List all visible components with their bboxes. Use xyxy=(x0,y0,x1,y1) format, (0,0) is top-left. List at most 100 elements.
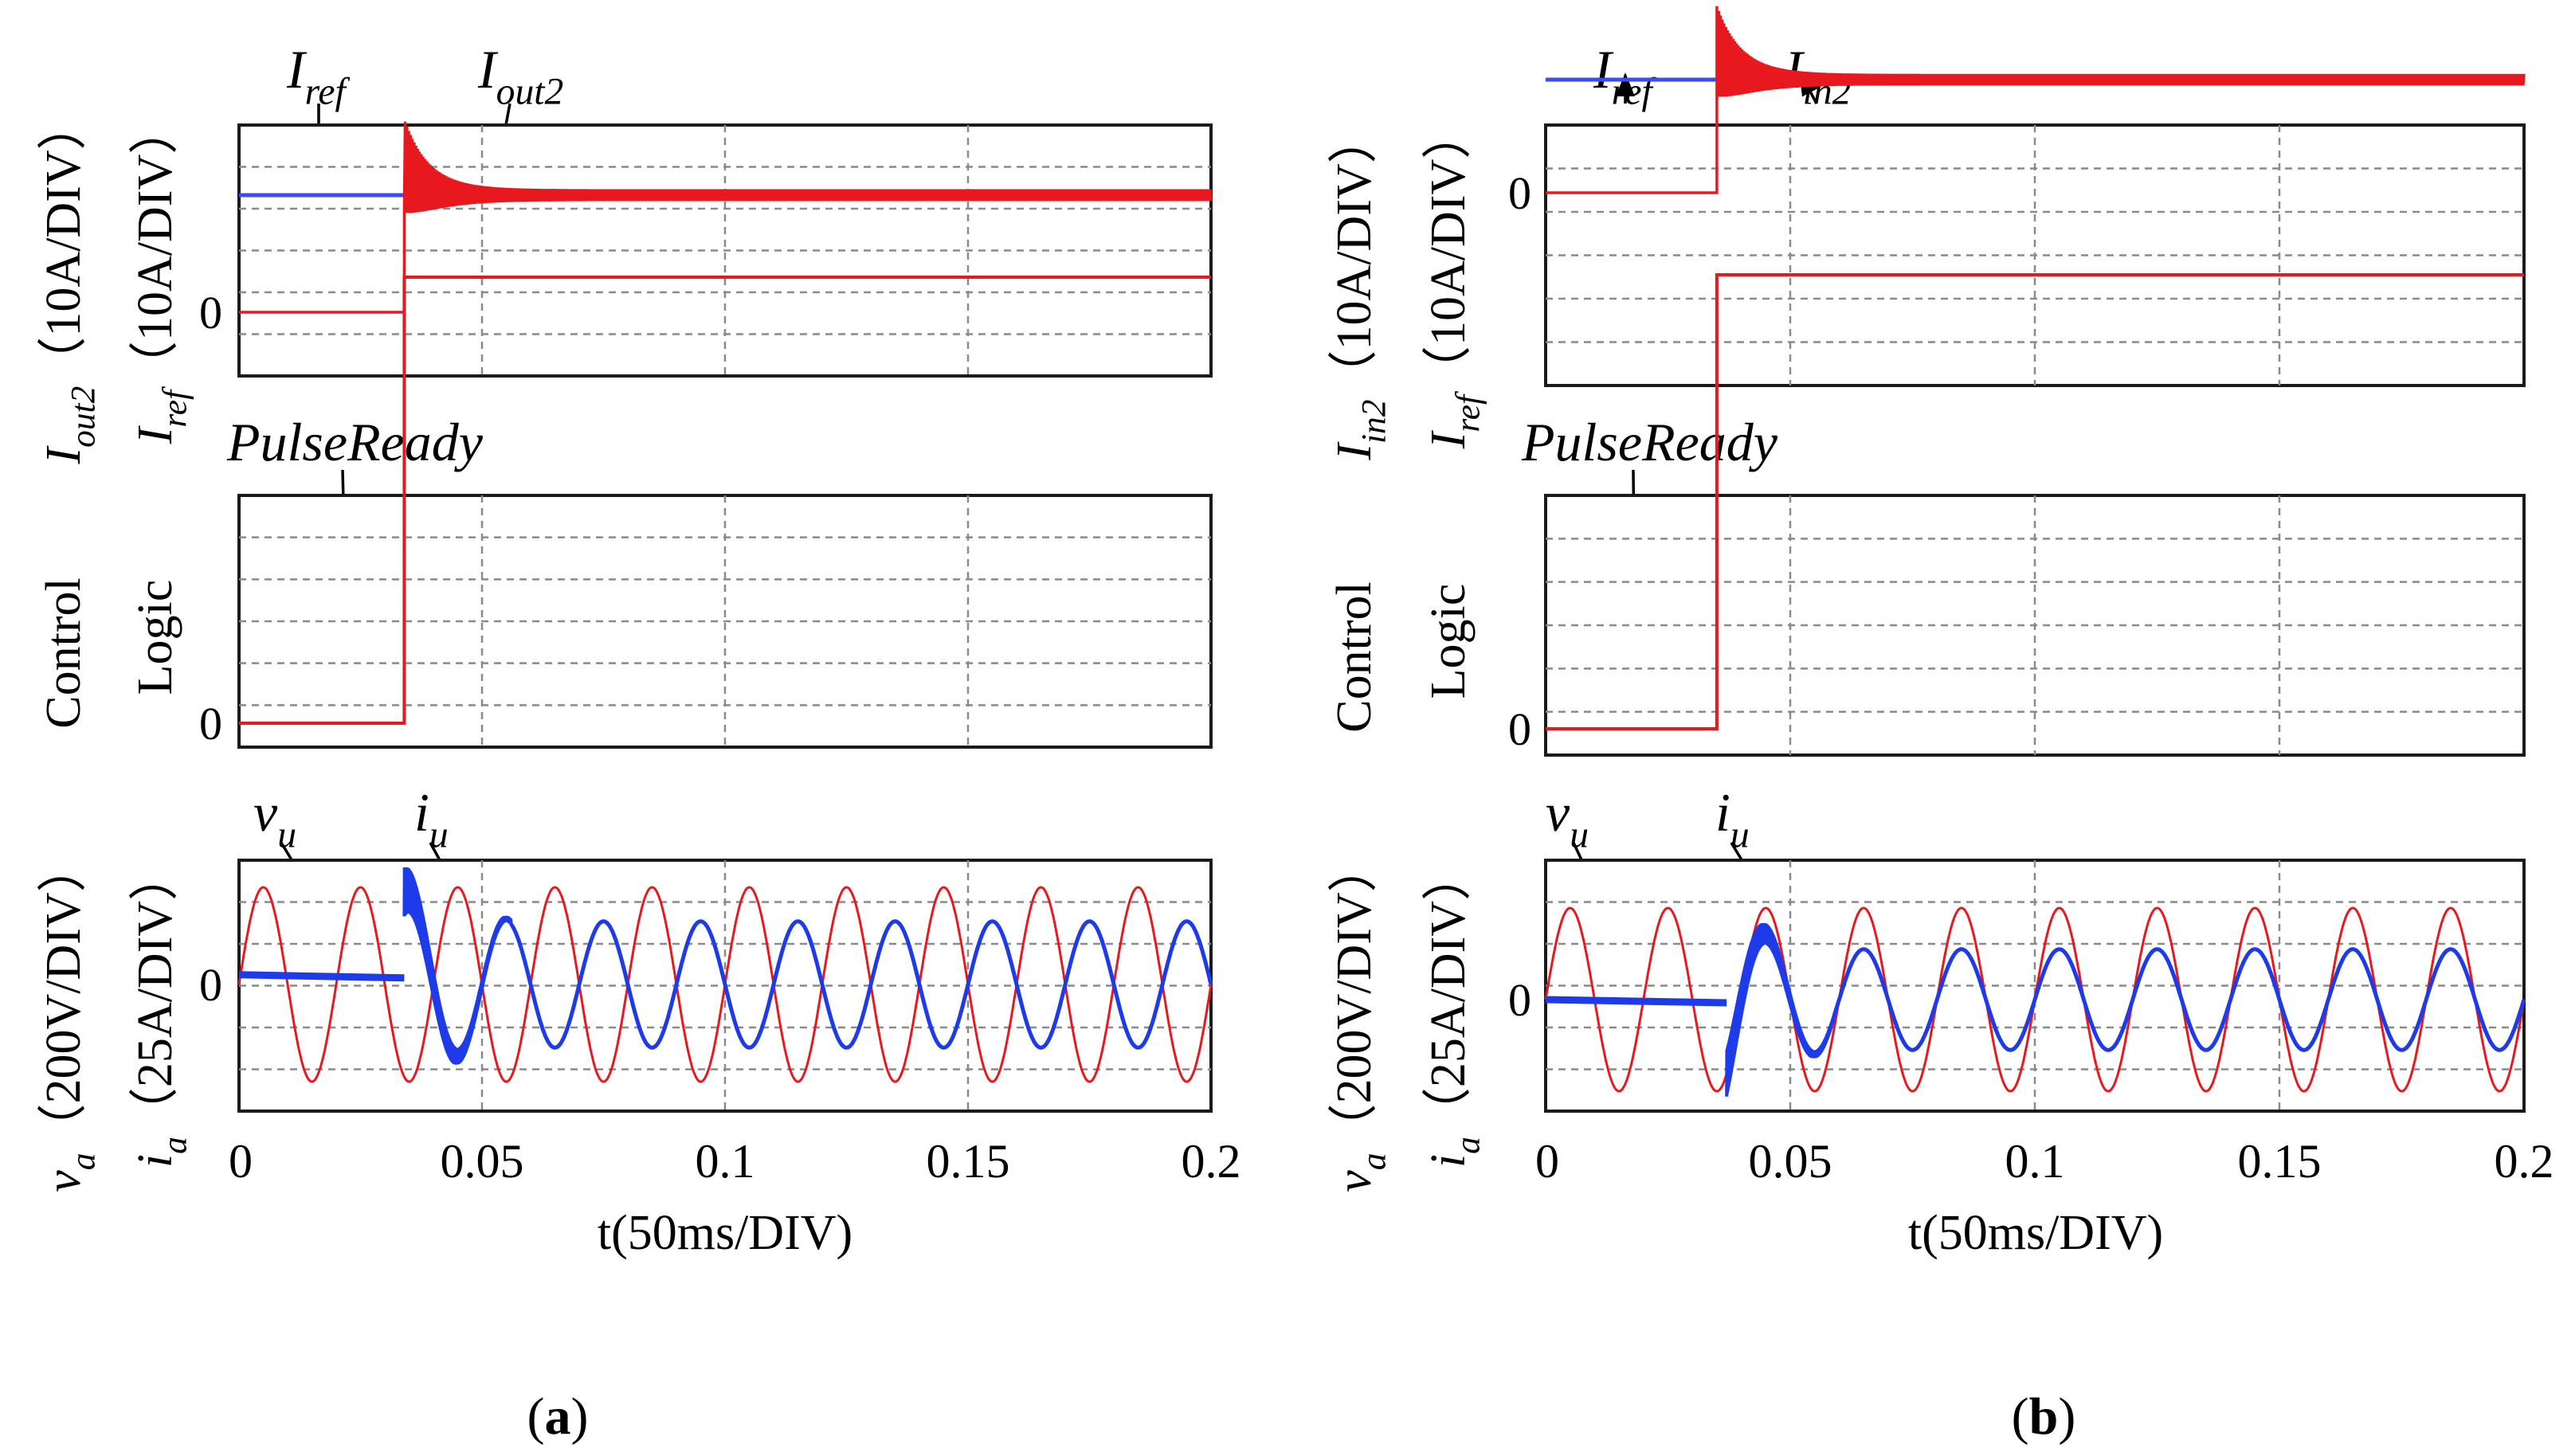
y-label-1-unit: （10A/DIV） xyxy=(37,100,91,386)
annotation-vu-symbol: v xyxy=(1546,782,1570,843)
y-label-2-symbol: I xyxy=(128,425,182,444)
y-tick-zero: 0 xyxy=(199,698,222,750)
series-PulseReady-line xyxy=(239,276,1211,725)
x-axis-label: t(50ms/DIV) xyxy=(1908,1206,2163,1260)
series-iu-transient xyxy=(1725,922,1836,1097)
y-tick-zero: 0 xyxy=(199,959,222,1011)
y-label-1-unit: （200V/DIV） xyxy=(37,843,91,1153)
x-tick-label: 0.15 xyxy=(927,1135,1010,1188)
y-label-2-subscript: a xyxy=(156,1137,194,1154)
caption-letter: a xyxy=(545,1388,571,1446)
annotation-vu: vu xyxy=(1546,782,1589,855)
plot-current-a xyxy=(237,121,1213,378)
y-label-1: va（200V/DIV） xyxy=(37,843,103,1192)
plot-current-b xyxy=(1544,6,2526,387)
annotation-vu-subscript: u xyxy=(1570,814,1589,855)
y-label-2: ia（25A/DIV） xyxy=(1421,851,1487,1168)
annotation-ref: Iref xyxy=(286,39,351,112)
series-iu-line xyxy=(509,919,1213,1050)
y-label-2-unit: （10A/DIV） xyxy=(1421,110,1476,395)
y-label-1-subscript: out2 xyxy=(65,386,103,448)
series-iu-transient xyxy=(402,867,513,1065)
y-label-2-symbol: I xyxy=(1421,429,1476,449)
annotation-ref-subscript: ref xyxy=(1612,71,1657,112)
panel-caption: (b) xyxy=(2012,1388,2076,1446)
y-label-2-unit: （25A/DIV） xyxy=(128,851,182,1137)
x-axis-label: t(50ms/DIV) xyxy=(598,1206,852,1260)
plot-ac-b xyxy=(1544,859,2526,1113)
plot-logic-b xyxy=(1544,273,2526,757)
series-iu-pre xyxy=(1545,996,1727,1007)
series-iu-line xyxy=(1832,947,2526,1052)
y-label-1-symbol: I xyxy=(37,445,91,465)
y-label-1-unit: （10A/DIV） xyxy=(1327,114,1382,399)
y-label-1: Control xyxy=(1327,581,1382,732)
y-label-1: Iout2（10A/DIV） xyxy=(37,100,103,464)
y-label-1: Control xyxy=(37,577,91,728)
y-label-1: Iin2（10A/DIV） xyxy=(1327,114,1393,460)
y-label-2-unit: Logic xyxy=(128,580,182,695)
y-tick-zero: 0 xyxy=(1508,703,1531,755)
annotation-ref-symbol: I xyxy=(1593,39,1614,100)
y-label-2-unit: （25A/DIV） xyxy=(1421,851,1476,1137)
y-label-2: Iref（10A/DIV） xyxy=(1421,110,1487,449)
y-label-1-symbol: I xyxy=(1327,441,1382,461)
y-label-2: Logic xyxy=(128,580,182,695)
y-label-2: Logic xyxy=(1421,584,1476,699)
x-tick-label: 0 xyxy=(1535,1135,1559,1188)
x-tick-label: 0.1 xyxy=(2005,1135,2065,1188)
y-label-1-unit: Control xyxy=(37,577,91,728)
annotation-ref-subscript: ref xyxy=(305,71,351,112)
annotation-pulseready: PulseReady xyxy=(226,412,484,472)
annotation-iu-subscript: u xyxy=(1730,814,1750,855)
annotation-ref-symbol: I xyxy=(286,39,308,100)
x-tick-label: 0.2 xyxy=(2495,1135,2554,1188)
annotation-iu: iu xyxy=(414,782,449,855)
y-tick-zero: 0 xyxy=(1508,974,1531,1026)
x-tick-label: 0.2 xyxy=(1182,1135,1241,1188)
annotation-vu-symbol: v xyxy=(253,782,278,843)
annotation-iu-subscript: u xyxy=(429,814,449,855)
y-label-1-symbol: v xyxy=(37,1170,91,1192)
annotation-iu-symbol: i xyxy=(414,782,429,843)
series-iu-pre xyxy=(238,971,405,982)
caption-paren-close: ) xyxy=(571,1388,589,1446)
y-label-2-symbol: i xyxy=(1421,1154,1476,1168)
y-label-1-symbol: v xyxy=(1327,1170,1382,1192)
y-tick-zero: 0 xyxy=(199,287,222,339)
y-label-1-subscript: a xyxy=(65,1153,103,1170)
annotation-iu: iu xyxy=(1715,782,1750,855)
y-label-1: va（200V/DIV） xyxy=(1327,843,1393,1192)
y-label-2-unit: Logic xyxy=(1421,584,1476,699)
caption-paren-open: ( xyxy=(2012,1388,2029,1446)
caption-paren-close: ) xyxy=(2058,1388,2075,1446)
annotation-pulseready-symbol: PulseReady xyxy=(226,412,484,472)
x-tick-label: 0.1 xyxy=(696,1135,755,1188)
y-label-2-subscript: ref xyxy=(1449,390,1487,432)
series-Iout2-line xyxy=(239,121,1213,314)
panel-caption: (a) xyxy=(527,1388,589,1446)
y-label-1-unit: Control xyxy=(1327,581,1382,732)
y-tick-zero: 0 xyxy=(1508,167,1531,219)
y-label-1-subscript: a xyxy=(1355,1153,1393,1170)
y-label-1-subscript: in2 xyxy=(1355,400,1393,444)
annotation-pulseready: PulseReady xyxy=(1521,412,1778,472)
y-label-2-unit: （10A/DIV） xyxy=(128,105,182,390)
y-label-1-unit: （200V/DIV） xyxy=(1327,843,1382,1153)
series-PulseReady-line xyxy=(1546,273,2524,730)
annotation-out2-symbol: I xyxy=(477,39,499,100)
annotation-out2: Iout2 xyxy=(477,39,563,112)
caption-paren-open: ( xyxy=(527,1388,545,1446)
annotation-out2-subscript: out2 xyxy=(496,71,564,112)
x-tick-label: 0 xyxy=(229,1135,253,1188)
plot-logic-a xyxy=(237,276,1213,749)
caption-letter: b xyxy=(2029,1388,2059,1446)
series-Iin2-line xyxy=(1546,6,2526,194)
annotation-pulseready-symbol: PulseReady xyxy=(1521,412,1778,472)
x-tick-label: 0.15 xyxy=(2238,1135,2322,1188)
y-label-2: ia（25A/DIV） xyxy=(128,851,194,1168)
x-tick-label: 0.05 xyxy=(441,1135,524,1188)
y-label-2-subscript: ref xyxy=(156,386,194,428)
